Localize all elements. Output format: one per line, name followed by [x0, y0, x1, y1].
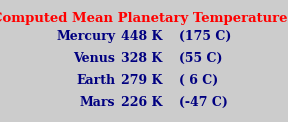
Text: Venus: Venus	[73, 52, 115, 65]
Text: 328 K: 328 K	[121, 52, 162, 65]
Text: Mercury: Mercury	[56, 30, 115, 43]
Text: Mars: Mars	[80, 96, 115, 109]
Text: ( 6 C): ( 6 C)	[179, 74, 218, 87]
Text: Earth: Earth	[76, 74, 115, 87]
Text: 279 K: 279 K	[121, 74, 162, 87]
Text: Computed Mean Planetary Temperatures: Computed Mean Planetary Temperatures	[0, 12, 288, 25]
Text: 448 K: 448 K	[121, 30, 162, 43]
Text: (-47 C): (-47 C)	[179, 96, 228, 109]
Text: (175 C): (175 C)	[179, 30, 231, 43]
Text: (55 C): (55 C)	[179, 52, 222, 65]
Text: 226 K: 226 K	[121, 96, 162, 109]
